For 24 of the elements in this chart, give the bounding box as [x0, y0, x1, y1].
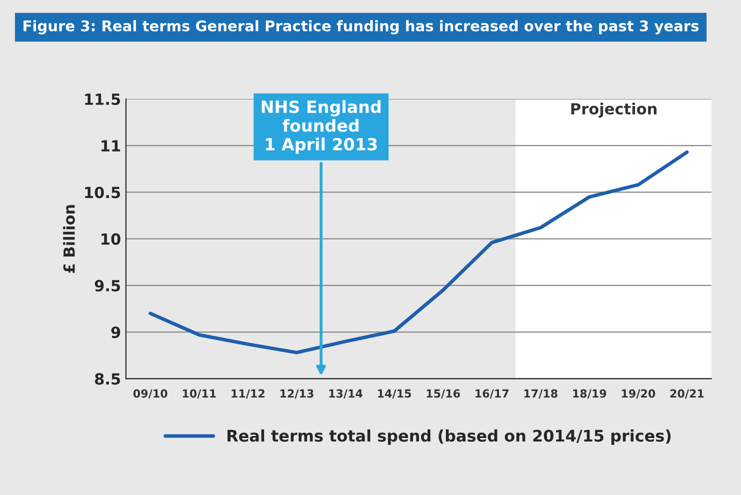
x-tick-label: 10/11 — [182, 389, 216, 399]
x-tick-label: 12/13 — [280, 389, 314, 399]
y-tick-label: 10.5 — [85, 186, 120, 198]
x-tick-label: 20/21 — [670, 389, 704, 399]
y-tick-label: 11 — [102, 140, 120, 152]
legend-label: Real terms total spend (based on 2014/15 prices) — [228, 429, 671, 445]
chart-title: Figure 3: Real terms General Practice funding has increased over the past 3 years — [24, 20, 699, 34]
x-tick-label: 09/10 — [133, 389, 168, 399]
y-tick-label: 10 — [102, 233, 120, 245]
y-tick-label: 9 — [111, 326, 120, 338]
y-axis-title: £ Billion — [63, 205, 75, 273]
x-tick-label: 11/12 — [232, 389, 264, 399]
y-tick-label: 11.5 — [85, 94, 120, 106]
x-tick-label: 17/18 — [524, 389, 558, 399]
x-tick-label: 16/17 — [476, 389, 508, 399]
x-tick-label: 19/20 — [622, 389, 656, 399]
band-label: Projection — [571, 102, 656, 118]
x-tick-label: 15/16 — [426, 389, 460, 399]
x-tick-label: 18/19 — [573, 389, 606, 399]
x-tick-label: 13/14 — [329, 389, 362, 399]
annotation: NHS England founded 1 April 2013 — [262, 100, 381, 154]
y-tick-label: 9.5 — [94, 280, 120, 292]
y-tick-label: 8.5 — [94, 373, 120, 385]
x-tick-label: 14/15 — [378, 389, 411, 399]
